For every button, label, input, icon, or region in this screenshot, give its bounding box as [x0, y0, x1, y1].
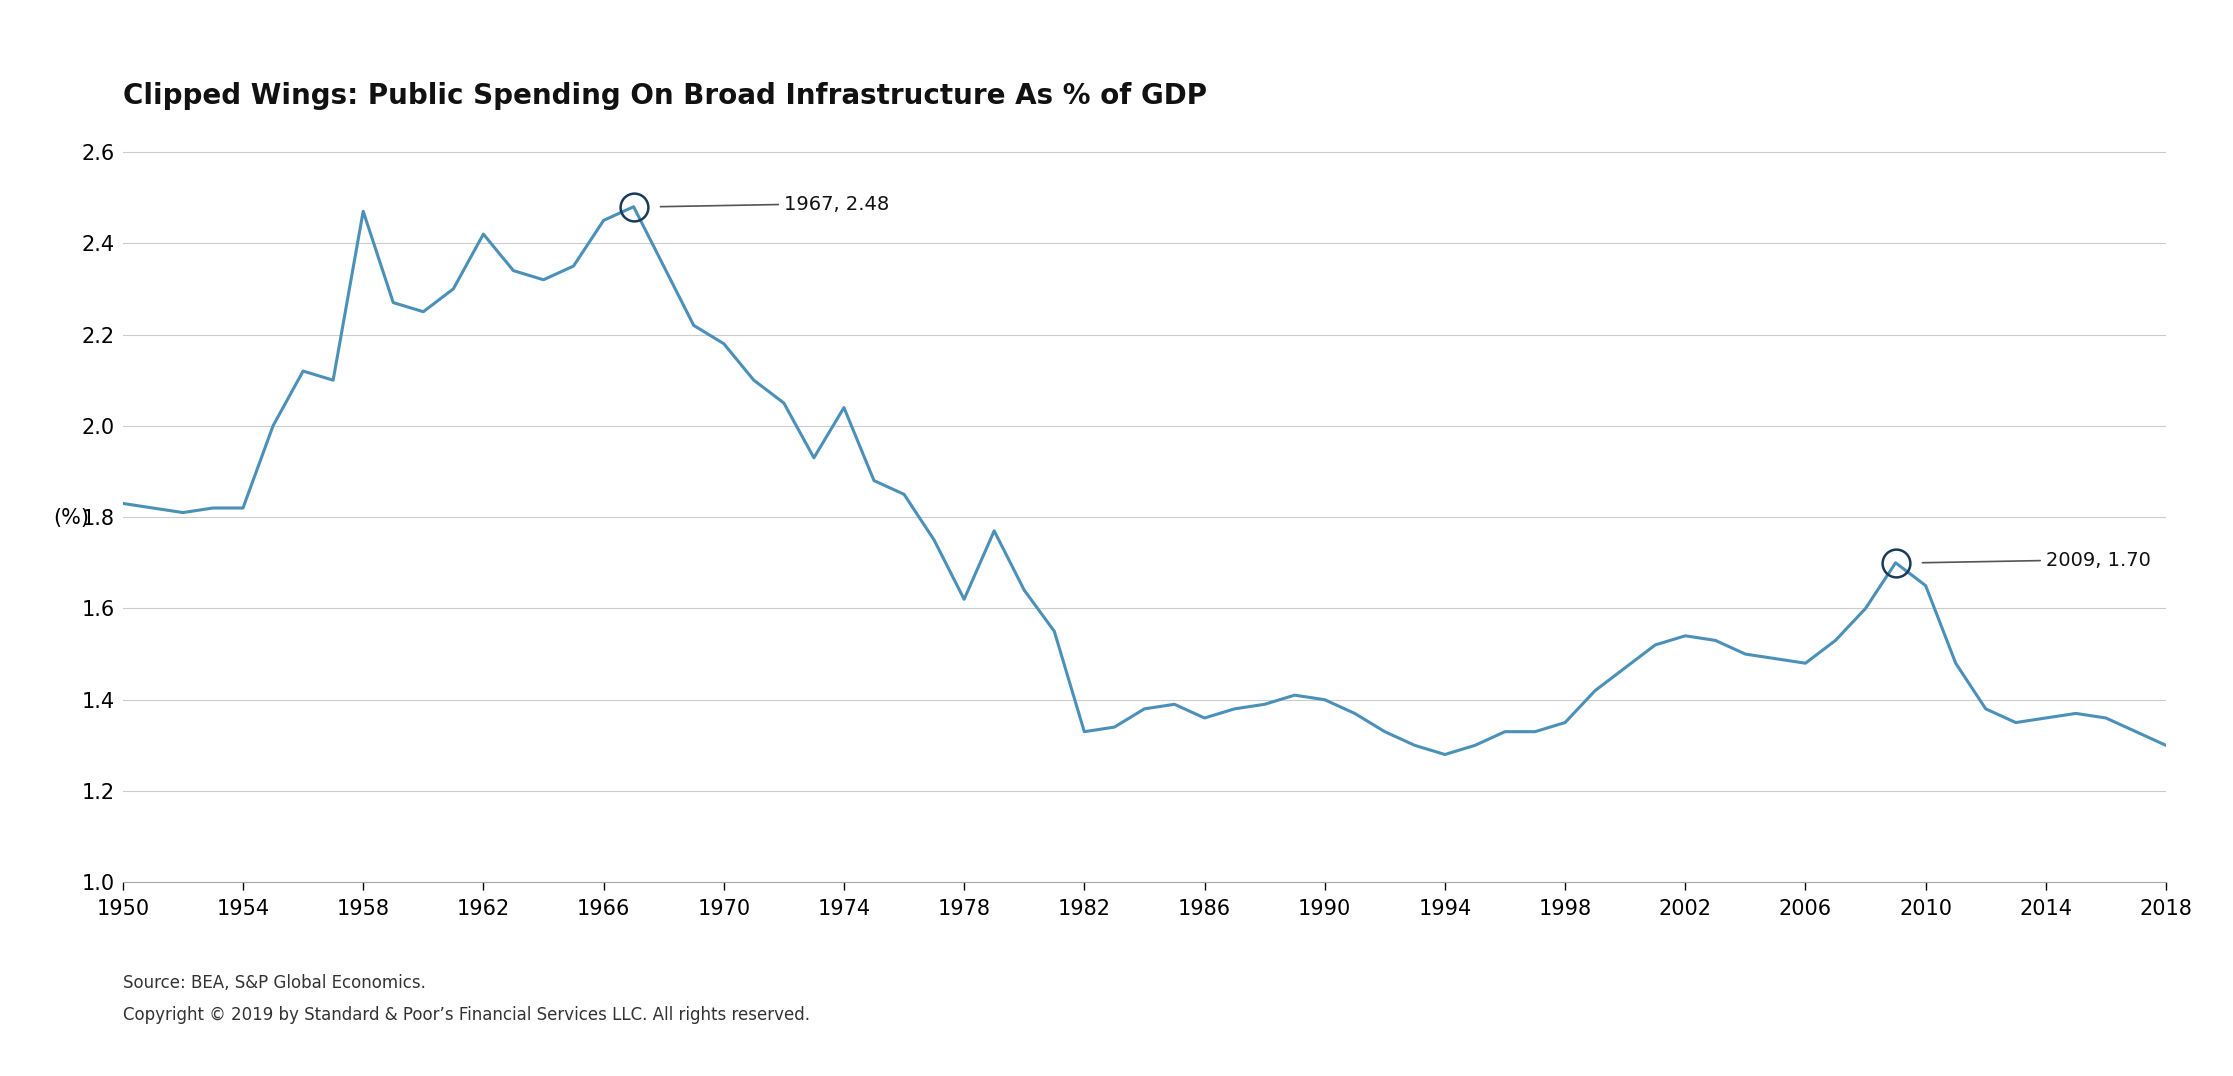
Text: 2009, 1.70: 2009, 1.70	[1923, 551, 2150, 570]
Text: Clipped Wings: Public Spending On Broad Infrastructure As % of GDP: Clipped Wings: Public Spending On Broad …	[123, 82, 1206, 110]
Text: Copyright © 2019 by Standard & Poor’s Financial Services LLC. All rights reserve: Copyright © 2019 by Standard & Poor’s Fi…	[123, 1006, 811, 1024]
Text: Source: BEA, S&P Global Economics.: Source: BEA, S&P Global Economics.	[123, 974, 427, 992]
Text: 1967, 2.48: 1967, 2.48	[661, 195, 889, 214]
Y-axis label: (%): (%)	[54, 508, 89, 528]
